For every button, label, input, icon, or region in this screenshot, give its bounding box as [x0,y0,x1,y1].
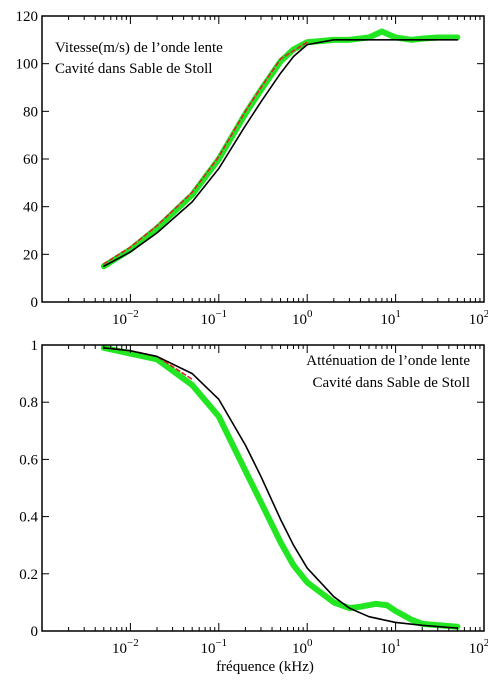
velocity-annotation-line-2: Cavité dans Sable de Stoll [55,61,212,77]
attenuation-y-tick-label: 0.4 [19,510,38,526]
attenuation-x-tick-label: 101 [380,637,401,657]
velocity-y-tick-label: 60 [23,152,38,168]
velocity-x-tick-label: 10−1 [200,308,227,328]
velocity-x-tick-label: 100 [292,308,313,328]
velocity-series-layer [100,28,461,270]
velocity-y-tick-label: 120 [16,9,39,25]
velocity-x-tick-label: 101 [380,308,401,328]
attenuation-ticks-layer: 10−2 10−1 100 101 102 0 0.2 0.4 0.6 0.8 1 [19,338,488,657]
attenuation-y-tick-label: 0.2 [19,567,38,583]
attenuation-y-tick-label: 0.8 [19,395,38,411]
velocity-series-dashed-line [102,41,308,265]
attenuation-x-tick-label: 10−2 [112,637,139,657]
velocity-x-tick-label: 10−2 [112,308,139,328]
attenuation-plot-frame [41,344,485,632]
attenuation-series-thick-line [100,344,461,630]
velocity-ticks-layer: 10−2 10−1 100 101 102 0 20 40 60 80 100 120 [16,9,488,328]
velocity-series-solid-line [102,39,459,268]
attenuation-x-tick-label: 102 [469,637,488,657]
velocity-y-tick-label: 20 [23,247,38,263]
velocity-annotation-line-1: Vitesse(m/s) de l’onde lente [55,40,223,56]
attenuation-series-layer [100,344,461,630]
velocity-x-tick-label: 102 [469,308,488,328]
attenuation-y-tick-label: 1 [31,338,39,354]
attenuation-annotation-line-2: Cavité dans Sable de Stoll [313,375,470,391]
attenuation-x-tick-label: 100 [292,637,313,657]
attenuation-y-tick-label: 0.6 [19,452,38,468]
velocity-y-tick-label: 100 [16,57,39,73]
velocity-y-tick-label: 80 [23,104,38,120]
velocity-chart: 10−2 10−1 100 101 102 0 20 40 60 80 100 120 Vitesse… [16,9,488,328]
x-axis-label: fréquence (kHz) [216,659,314,675]
attenuation-chart: 10−2 10−1 100 101 102 0 0.2 0.4 0.6 0.8 1 Atténuat… [19,338,488,675]
velocity-y-tick-label: 0 [31,295,39,311]
attenuation-annotation-line-1: Atténuation de l’onde lente [306,353,470,369]
attenuation-series-solid-line [102,347,459,629]
attenuation-x-tick-label: 10−1 [200,637,227,657]
attenuation-y-tick-label: 0 [31,624,39,640]
velocity-y-tick-label: 40 [23,200,38,216]
